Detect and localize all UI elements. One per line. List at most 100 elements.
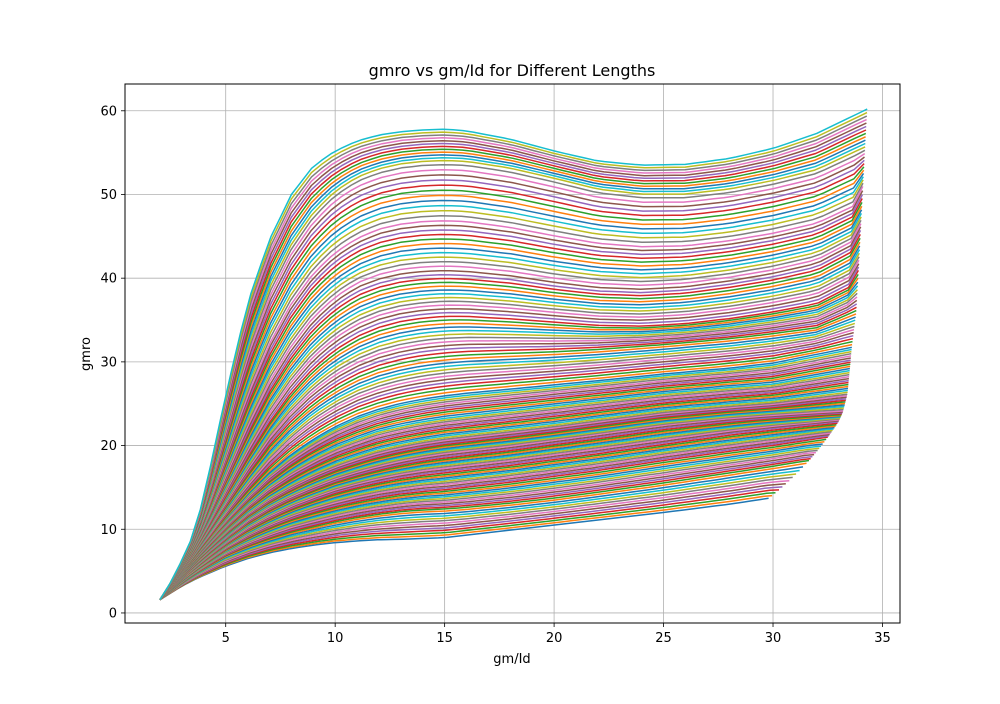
- series-line-14: [159, 457, 811, 601]
- series-line-124: [159, 198, 863, 601]
- series-line-63: [159, 383, 849, 601]
- series-line-17: [159, 451, 816, 601]
- series-line-30: [159, 428, 834, 601]
- series-line-64: [159, 381, 849, 601]
- series-line-131: [159, 172, 865, 601]
- x-tick-label-1: 10: [327, 631, 344, 646]
- series-line-110: [159, 249, 861, 601]
- series-line-4: [159, 489, 780, 601]
- series-line-138: [159, 149, 866, 601]
- series-line-59: [159, 391, 848, 601]
- series-line-90: [159, 319, 856, 601]
- series-line-60: [159, 389, 848, 601]
- series-line-25: [159, 435, 829, 601]
- series-line-40: [159, 416, 841, 601]
- series-line-58: [159, 393, 848, 601]
- series-line-78: [159, 352, 852, 601]
- series-line-101: [159, 281, 859, 601]
- y-tick-label-0: 0: [109, 606, 117, 621]
- series-line-133: [159, 166, 865, 601]
- series-line-2: [159, 494, 773, 601]
- series-line-127: [159, 186, 864, 601]
- series-line-24: [159, 436, 828, 601]
- series-line-97: [159, 296, 858, 601]
- series-line-29: [159, 429, 833, 601]
- series-line-84: [159, 337, 854, 601]
- x-tick-label-0: 5: [222, 631, 230, 646]
- series-line-109: [159, 252, 860, 601]
- series-line-94: [159, 306, 857, 601]
- series-line-66: [159, 377, 850, 601]
- series-line-83: [159, 340, 853, 601]
- series-line-69: [159, 371, 850, 601]
- series-line-13: [159, 459, 810, 601]
- series-line-75: [159, 359, 851, 601]
- series-line-46: [159, 411, 843, 601]
- series-line-149: [159, 111, 868, 600]
- series-line-81: [159, 346, 852, 601]
- series-line-8: [159, 476, 793, 601]
- series-line-116: [159, 226, 862, 601]
- series-line-137: [159, 152, 866, 601]
- series-line-15: [159, 455, 813, 601]
- series-line-136: [159, 156, 865, 601]
- series-line-126: [159, 190, 864, 601]
- series-line-119: [159, 216, 862, 601]
- series-line-22: [159, 440, 825, 601]
- series-line-150: [159, 108, 868, 600]
- series-line-125: [159, 194, 864, 601]
- series-line-122: [159, 205, 863, 601]
- series-line-28: [159, 431, 832, 601]
- series-line-115: [159, 230, 862, 601]
- series-line-80: [159, 348, 852, 601]
- series-line-128: [159, 182, 864, 601]
- series-line-145: [159, 125, 867, 601]
- series-line-1: [159, 497, 769, 601]
- series-line-123: [159, 202, 863, 601]
- series-line-148: [159, 115, 868, 600]
- series-line-89: [159, 322, 856, 601]
- series-line-61: [159, 387, 849, 601]
- x-tick-label-5: 30: [765, 631, 782, 646]
- series-line-86: [159, 331, 854, 601]
- series-line-143: [159, 132, 867, 601]
- series-line-67: [159, 375, 850, 601]
- series-line-142: [159, 136, 866, 601]
- series-line-132: [159, 169, 865, 601]
- series-line-43: [159, 413, 842, 601]
- series-line-34: [159, 422, 838, 601]
- series-line-140: [159, 142, 866, 601]
- series-line-82: [159, 343, 853, 601]
- series-line-111: [159, 245, 861, 601]
- series-line-102: [159, 277, 859, 601]
- series-line-12: [159, 462, 807, 601]
- series-line-87: [159, 328, 855, 601]
- series-line-104: [159, 270, 860, 601]
- series-line-31: [159, 426, 835, 601]
- series-line-112: [159, 241, 861, 601]
- plot-frame: [124, 83, 901, 624]
- series-line-93: [159, 309, 857, 601]
- series-line-7: [159, 479, 790, 601]
- series-line-72: [159, 365, 851, 601]
- series-line-39: [159, 417, 841, 601]
- series-line-76: [159, 357, 851, 601]
- series-line-85: [159, 334, 854, 601]
- series-line-92: [159, 313, 857, 601]
- series-line-134: [159, 163, 865, 601]
- series-line-120: [159, 213, 863, 601]
- series-line-45: [159, 412, 843, 601]
- series-line-129: [159, 179, 864, 601]
- series-line-146: [159, 122, 867, 601]
- series-line-44: [159, 413, 843, 601]
- series-line-47: [159, 410, 844, 601]
- chart-title: gmro vs gm/Id for Different Lengths: [369, 61, 656, 80]
- series-line-5: [159, 486, 783, 601]
- series-line-26: [159, 433, 830, 601]
- x-tick-label-2: 15: [436, 631, 453, 646]
- series-line-16: [159, 453, 815, 601]
- x-axis-label: gm/Id: [493, 652, 530, 667]
- series-line-33: [159, 424, 837, 601]
